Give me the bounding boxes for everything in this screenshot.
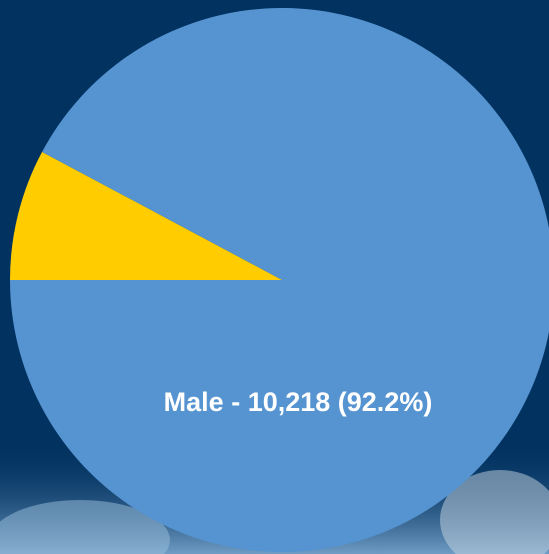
pie — [10, 8, 549, 552]
background-photo — [0, 500, 170, 554]
background-photo — [440, 470, 549, 554]
pie-slice — [10, 151, 282, 280]
data-label: Male - 10,218 (92.2%) — [164, 387, 433, 417]
pie-slice — [10, 8, 549, 552]
